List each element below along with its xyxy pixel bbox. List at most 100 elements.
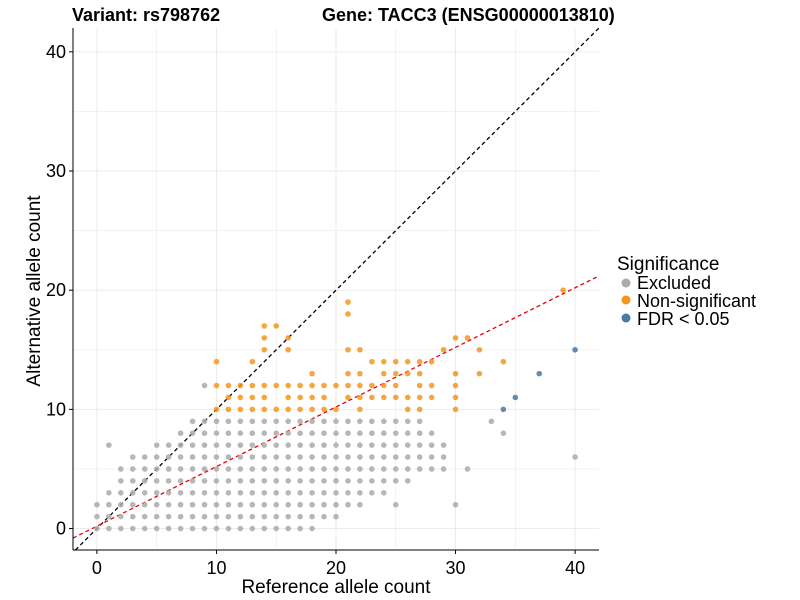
point-non-significant: [285, 346, 291, 353]
point-non-significant: [452, 394, 459, 401]
point-excluded: [153, 525, 160, 532]
point-non-significant: [249, 382, 256, 389]
point-non-significant: [321, 394, 327, 401]
point-excluded: [273, 418, 280, 425]
point-excluded: [249, 466, 256, 472]
point-excluded: [404, 478, 411, 484]
point-non-significant: [237, 406, 244, 413]
point-excluded: [213, 525, 220, 532]
point-excluded: [428, 466, 435, 472]
point-excluded: [309, 525, 315, 532]
point-excluded: [201, 418, 208, 425]
point-non-significant: [416, 394, 423, 401]
point-excluded: [440, 442, 447, 448]
point-excluded: [129, 513, 136, 520]
point-excluded: [177, 478, 184, 484]
point-non-significant: [345, 394, 351, 401]
axes: [69, 28, 599, 554]
point-excluded: [369, 430, 375, 437]
point-excluded: [285, 525, 291, 532]
point-non-significant: [345, 346, 351, 353]
point-excluded: [369, 454, 375, 460]
point-excluded: [392, 430, 399, 437]
point-fdr-0-05: [572, 346, 578, 353]
point-excluded: [165, 501, 172, 508]
point-excluded: [345, 442, 351, 448]
point-excluded: [261, 454, 268, 460]
point-excluded: [177, 489, 184, 496]
x-axis-title: Reference allele count: [241, 577, 431, 598]
point-non-significant: [381, 358, 387, 365]
point-non-significant: [261, 382, 268, 389]
point-excluded: [213, 501, 220, 508]
point-non-significant: [261, 394, 268, 401]
point-excluded: [237, 513, 244, 520]
point-non-significant: [309, 382, 315, 389]
legend-title: Significance: [617, 254, 719, 275]
point-excluded: [249, 454, 256, 460]
point-non-significant: [452, 335, 459, 341]
point-non-significant: [321, 406, 327, 413]
y-tick-label: 30: [46, 161, 66, 181]
point-excluded: [201, 525, 208, 532]
point-excluded: [381, 442, 387, 448]
point-excluded: [369, 466, 375, 472]
point-non-significant: [560, 287, 566, 293]
point-excluded: [369, 489, 375, 496]
point-non-significant: [345, 370, 351, 377]
point-excluded: [153, 466, 160, 472]
point-excluded: [285, 513, 291, 520]
point-excluded: [297, 513, 303, 520]
x-tick-label: 40: [565, 558, 585, 578]
point-non-significant: [285, 406, 291, 413]
point-non-significant: [333, 406, 339, 413]
point-excluded: [165, 454, 172, 460]
point-excluded: [237, 418, 244, 425]
point-non-significant: [428, 382, 435, 389]
point-excluded: [213, 454, 220, 460]
point-excluded: [213, 442, 220, 448]
point-excluded: [392, 442, 399, 448]
chart-title-gene: Gene: TACC3 (ENSG00000013810): [322, 5, 615, 25]
point-excluded: [201, 501, 208, 508]
point-excluded: [201, 513, 208, 520]
point-non-significant: [225, 406, 232, 413]
point-non-significant: [369, 382, 375, 389]
point-excluded: [488, 418, 495, 425]
point-excluded: [225, 418, 232, 425]
point-excluded: [225, 454, 232, 460]
legend-label-fdr: FDR < 0.05: [637, 309, 730, 329]
point-non-significant: [213, 406, 220, 413]
point-non-significant: [392, 370, 399, 377]
point-excluded: [249, 525, 256, 532]
point-excluded: [201, 454, 208, 460]
point-excluded: [273, 525, 280, 532]
point-excluded: [357, 454, 363, 460]
point-excluded: [94, 513, 100, 520]
point-non-significant: [416, 358, 423, 365]
point-excluded: [285, 418, 291, 425]
point-excluded: [189, 430, 196, 437]
point-non-significant: [392, 358, 399, 365]
point-non-significant: [273, 382, 280, 389]
point-excluded: [381, 430, 387, 437]
point-excluded: [285, 478, 291, 484]
point-excluded: [428, 442, 435, 448]
point-non-significant: [416, 370, 423, 377]
point-non-significant: [297, 382, 303, 389]
point-excluded: [333, 466, 339, 472]
point-excluded: [309, 418, 315, 425]
point-non-significant: [404, 358, 411, 365]
point-excluded: [201, 382, 208, 389]
point-excluded: [333, 454, 339, 460]
point-excluded: [189, 478, 196, 484]
point-excluded: [404, 442, 411, 448]
point-excluded: [297, 501, 303, 508]
y-tick-label: 20: [46, 280, 66, 300]
point-excluded: [261, 513, 268, 520]
point-excluded: [261, 525, 268, 532]
point-non-significant: [261, 346, 268, 353]
point-non-significant: [428, 358, 435, 365]
point-excluded: [309, 489, 315, 496]
point-excluded: [285, 501, 291, 508]
